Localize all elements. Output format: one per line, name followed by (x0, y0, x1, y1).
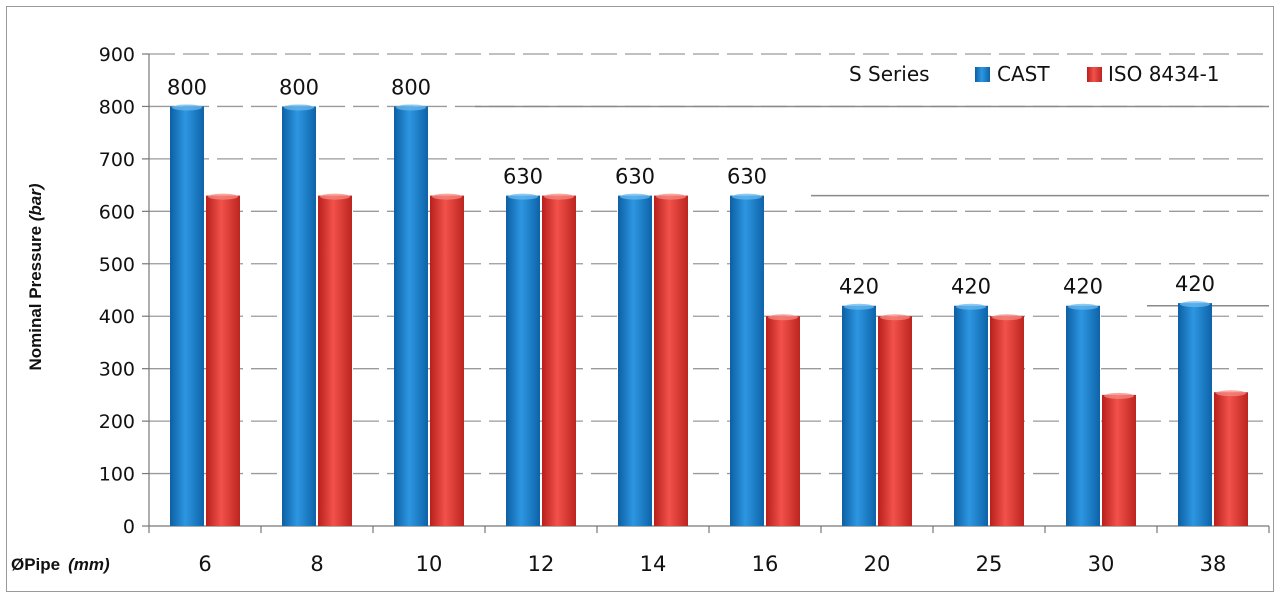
bar-cast-25 (954, 306, 988, 526)
bar-top-iso-6 (208, 194, 238, 200)
y-tick-label-500: 500 (99, 254, 135, 276)
bar-top-cast-6 (172, 104, 202, 110)
y-axis-title: Nominal Pressure (bar) (26, 183, 45, 370)
legend: S Series CAST ISO 8434-1 (849, 62, 1220, 86)
x-tick-label-10: 10 (416, 552, 443, 576)
bar-iso-10 (430, 196, 464, 526)
legend-title: S Series (849, 62, 930, 86)
bar-iso-38 (1214, 392, 1248, 526)
bar-top-cast-16 (732, 194, 762, 200)
data-label-cast-10: 800 (391, 75, 431, 99)
y-axis-unit: (bar) (26, 183, 45, 221)
x-tick-label-38: 38 (1200, 552, 1227, 576)
legend-label-iso: ISO 8434-1 (1108, 62, 1220, 86)
y-tick-label-700: 700 (99, 149, 135, 171)
bar-top-iso-38 (1216, 390, 1246, 396)
gridlines (149, 54, 1269, 474)
bar-cast-6 (170, 106, 204, 526)
bar-cast-12 (506, 196, 540, 526)
x-tick-label-14: 14 (640, 552, 667, 576)
bar-top-iso-10 (432, 194, 462, 200)
bar-top-iso-12 (544, 194, 574, 200)
y-tick-label-900: 900 (99, 44, 135, 66)
bar-iso-20 (878, 316, 912, 526)
x-axis-title-text: ØPipe (11, 555, 60, 574)
bar-cast-8 (282, 106, 316, 526)
data-label-cast-14: 630 (615, 165, 655, 189)
y-tick-label-600: 600 (99, 201, 135, 223)
y-tick-label-800: 800 (99, 96, 135, 118)
x-tick-label-8: 8 (310, 552, 323, 576)
y-axis-title-text: Nominal Pressure (26, 226, 45, 371)
chart-container: 0 100 200 300 400 500 600 700 800 900 6 8 10 12 14 16 20… (6, 6, 1274, 592)
bar-cast-38 (1178, 303, 1212, 526)
y-tick-label-100: 100 (99, 464, 135, 486)
y-tick-label-0: 0 (123, 516, 135, 538)
bar-top-iso-25 (992, 314, 1022, 320)
bar-top-cast-12 (508, 194, 538, 200)
x-axis-unit: (mm) (68, 555, 110, 574)
bar-top-cast-10 (396, 104, 426, 110)
data-label-cast-30: 420 (1063, 275, 1103, 299)
data-label-cast-38: 420 (1175, 272, 1215, 296)
bar-top-cast-14 (620, 194, 650, 200)
bar-iso-14 (654, 196, 688, 526)
legend-swatch-cast (975, 67, 990, 82)
bar-top-iso-16 (768, 314, 798, 320)
bar-cast-14 (618, 196, 652, 526)
x-tick-label-16: 16 (752, 552, 779, 576)
data-label-cast-8: 800 (279, 75, 319, 99)
data-label-cast-16: 630 (727, 165, 767, 189)
x-tick-label-30: 30 (1088, 552, 1115, 576)
legend-swatch-iso (1087, 67, 1102, 82)
bar-top-cast-25 (956, 304, 986, 310)
bars (170, 104, 1248, 526)
data-label-cast-6: 800 (167, 75, 207, 99)
bar-iso-8 (318, 196, 352, 526)
bar-top-iso-20 (880, 314, 910, 320)
bar-cast-10 (394, 106, 428, 526)
x-axis-title: ØPipe (mm) (11, 555, 110, 574)
x-tick-label-12: 12 (528, 552, 555, 576)
y-tick-label-200: 200 (99, 411, 135, 433)
bar-cast-30 (1066, 306, 1100, 526)
bar-top-cast-20 (844, 304, 874, 310)
legend-label-cast: CAST (997, 62, 1050, 86)
data-label-cast-25: 420 (951, 275, 991, 299)
bar-iso-6 (206, 196, 240, 526)
bar-top-cast-38 (1180, 301, 1210, 307)
bar-top-cast-8 (284, 104, 314, 110)
bar-iso-30 (1102, 395, 1136, 526)
x-tick-label-25: 25 (976, 552, 1003, 576)
bar-iso-16 (766, 316, 800, 526)
x-tick-label-20: 20 (864, 552, 891, 576)
y-tick-label-400: 400 (99, 306, 135, 328)
bar-top-cast-30 (1068, 304, 1098, 310)
bar-iso-25 (990, 316, 1024, 526)
x-tick-label-6: 6 (198, 552, 211, 576)
data-label-cast-20: 420 (839, 275, 879, 299)
bar-cast-20 (842, 306, 876, 526)
bar-top-iso-14 (656, 194, 686, 200)
bar-cast-16 (730, 196, 764, 526)
bar-top-iso-8 (320, 194, 350, 200)
y-tick-label-300: 300 (99, 359, 135, 381)
bar-iso-12 (542, 196, 576, 526)
bar-top-iso-30 (1104, 393, 1134, 399)
data-label-cast-12: 630 (503, 165, 543, 189)
bar-chart: 0 100 200 300 400 500 600 700 800 900 6 8 10 12 14 16 20… (7, 7, 1275, 593)
